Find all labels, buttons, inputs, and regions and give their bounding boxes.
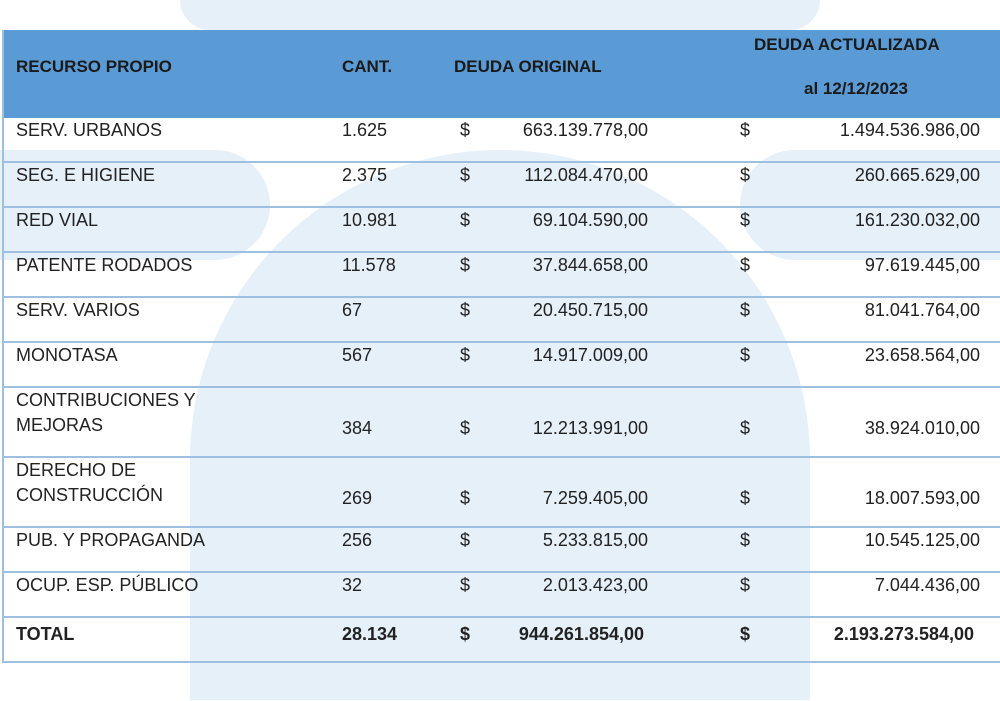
row-deuda-actualizada: 23.658.564,00: [864, 345, 980, 365]
table-row: OCUP. ESP. PÚBLICO 32 $2.013.423,00 $7.044.…: [4, 573, 1000, 618]
row-deuda-original: 69.104.590,00: [532, 210, 648, 230]
currency-symbol: $: [740, 120, 751, 140]
table-row: SEG. E HIGIENE 2.375 $112.084.470,00 $260.6…: [4, 163, 1000, 208]
table-row: PATENTE RODADOS 11.578 $37.844.658,00 $97.6…: [4, 253, 1000, 298]
row-cant: 567: [342, 345, 373, 365]
row-name: PUB. Y PROPAGANDA: [16, 530, 206, 550]
row-name: CONSTRUCCIÓN: [16, 485, 163, 505]
table-row: SERV. URBANOS 1.625 $663.139.778,00 $1.494.…: [4, 118, 1000, 163]
total-cant: 28.134: [342, 624, 398, 644]
header-fecha: al 12/12/2023: [804, 79, 908, 98]
row-deuda-original: 37.844.658,00: [532, 255, 648, 275]
watermark-wave: [0, 150, 270, 260]
total-label: TOTAL: [16, 624, 75, 644]
row-deuda-actualizada: 260.665.629,00: [854, 165, 980, 185]
table-row: RED VIAL 10.981 $69.104.590,00 $161.230.032…: [4, 208, 1000, 253]
row-name: PATENTE RODADOS: [16, 255, 193, 275]
row-cant: 10.981: [342, 210, 398, 230]
currency-symbol: $: [740, 165, 751, 185]
header-deuda-original: DEUDA ORIGINAL: [454, 57, 602, 76]
row-deuda-original: 112.084.470,00: [524, 165, 648, 185]
row-cant: 1.625: [342, 120, 388, 140]
row-deuda-actualizada: 161.230.032,00: [854, 210, 980, 230]
currency-symbol: $: [740, 255, 751, 275]
row-cant: 384: [342, 418, 373, 438]
currency-symbol: $: [740, 488, 751, 508]
table-row: CONTRIBUCIONES Y MEJORAS 384 $12.213.991,00…: [4, 388, 1000, 458]
currency-symbol: $: [460, 165, 471, 185]
debt-table: RECURSO PROPIO CANT. DEUDA ORIGINAL DEUD…: [2, 30, 1000, 663]
currency-symbol: $: [460, 120, 471, 140]
currency-symbol: $: [740, 345, 751, 365]
row-deuda-actualizada: 38.924.010,00: [864, 418, 980, 438]
row-cant: 269: [342, 488, 373, 508]
currency-symbol: $: [460, 530, 471, 550]
row-deuda-actualizada: 81.041.764,00: [864, 300, 980, 320]
total-actualizada: 2.193.273.584,00: [833, 624, 974, 644]
total-original: 944.261.854,00: [518, 624, 644, 644]
currency-symbol: $: [740, 418, 751, 438]
row-deuda-original: 5.233.815,00: [542, 530, 648, 550]
table-row: PUB. Y PROPAGANDA 256 $5.233.815,00 $10.545…: [4, 528, 1000, 573]
table-row: SERV. VARIOS 67 $20.450.715,00 $81.041.764,…: [4, 298, 1000, 343]
row-deuda-original: 12.213.991,00: [532, 418, 648, 438]
currency-symbol: $: [460, 255, 471, 275]
table-row: DERECHO DE CONSTRUCCIÓN 269 $7.259.405,00 $1…: [4, 458, 1000, 528]
row-deuda-actualizada: 10.545.125,00: [864, 530, 980, 550]
header-cant: CANT.: [342, 57, 393, 76]
row-name: MEJORAS: [16, 415, 104, 435]
table-row: MONOTASA 567 $14.917.009,00 $23.658.564,00: [4, 343, 1000, 388]
row-name: RED VIAL: [16, 210, 99, 230]
row-cant: 32: [342, 575, 363, 595]
row-name: OCUP. ESP. PÚBLICO: [16, 575, 199, 595]
currency-symbol: $: [460, 488, 471, 508]
row-deuda-actualizada: 1.494.536.986,00: [839, 120, 980, 140]
currency-symbol: $: [460, 345, 471, 365]
row-deuda-actualizada: 97.619.445,00: [864, 255, 980, 275]
row-name: CONTRIBUCIONES Y: [16, 390, 196, 410]
row-cant: 2.375: [342, 165, 388, 185]
currency-symbol: $: [460, 575, 471, 595]
currency-symbol: $: [740, 624, 751, 644]
row-deuda-original: 663.139.778,00: [522, 120, 648, 140]
row-cant: 11.578: [342, 255, 396, 275]
watermark-logo: [180, 0, 820, 30]
currency-symbol: $: [460, 210, 471, 230]
row-deuda-actualizada: 18.007.593,00: [864, 488, 980, 508]
row-cant: 256: [342, 530, 373, 550]
currency-symbol: $: [740, 575, 751, 595]
currency-symbol: $: [740, 210, 751, 230]
watermark-circle: [190, 150, 810, 700]
currency-symbol: $: [460, 300, 471, 320]
row-deuda-original: 20.450.715,00: [532, 300, 648, 320]
watermark-wave: [740, 150, 1000, 260]
row-name: DERECHO DE: [16, 460, 137, 480]
row-name: MONOTASA: [16, 345, 118, 365]
currency-symbol: $: [460, 624, 471, 644]
row-deuda-actualizada: 7.044.436,00: [874, 575, 980, 595]
header-deuda-actualizada: DEUDA ACTUALIZADA: [754, 35, 940, 54]
total-row: TOTAL 28.134 $ 944.261.854,00 $ 2.193.27…: [4, 618, 1000, 663]
row-name: SERV. VARIOS: [16, 300, 140, 320]
currency-symbol: $: [460, 418, 471, 438]
row-deuda-original: 2.013.423,00: [542, 575, 648, 595]
table-header: RECURSO PROPIO CANT. DEUDA ORIGINAL DEUD…: [4, 30, 1000, 118]
row-cant: 67: [342, 300, 363, 320]
header-recurso: RECURSO PROPIO: [16, 57, 172, 76]
currency-symbol: $: [740, 530, 751, 550]
currency-symbol: $: [740, 300, 751, 320]
row-name: SEG. E HIGIENE: [16, 165, 156, 185]
row-deuda-original: 14.917.009,00: [532, 345, 648, 365]
row-name: SERV. URBANOS: [16, 120, 163, 140]
row-deuda-original: 7.259.405,00: [542, 488, 648, 508]
